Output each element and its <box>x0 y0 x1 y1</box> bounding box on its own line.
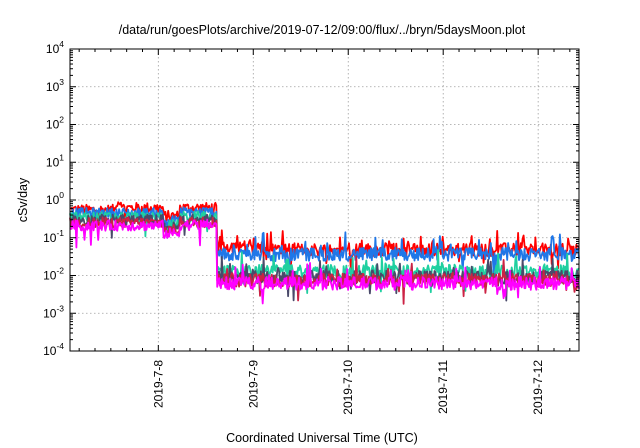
x-tick-label: 2019-7-10 <box>341 360 355 415</box>
y-tick-label: 100 <box>46 190 64 207</box>
y-tick-label: 104 <box>46 39 64 56</box>
x-axis-label: Coordinated Universal Time (UTC) <box>226 431 418 445</box>
x-tick-label: 2019-7-8 <box>151 360 165 408</box>
y-tick-label: 101 <box>46 152 64 169</box>
x-tick-label: 2019-7-11 <box>436 360 450 414</box>
chart-title: /data/run/goesPlots/archive/2019-07-12/0… <box>119 23 526 37</box>
y-axis-label: cSv/day <box>16 177 30 222</box>
x-tick-label: 2019-7-9 <box>246 360 260 408</box>
y-tick-label: 10-1 <box>43 228 64 245</box>
y-tick-label: 10-3 <box>43 303 64 320</box>
series-line-5 <box>69 218 580 305</box>
series-lines <box>69 201 580 305</box>
y-tick-label: 10-4 <box>43 341 64 358</box>
grid-lines <box>70 49 579 351</box>
y-tick-label: 10-2 <box>43 266 64 283</box>
x-axis: 2019-7-8 2019-7-9 2019-7-10 2019-7-11 2019-7… <box>78 49 571 415</box>
y-axis: 10-4 10-3 10-2 10-1 100 101 102 103 104 <box>43 39 579 358</box>
x-tick-label: 2019-7-12 <box>531 360 545 415</box>
y-tick-label: 102 <box>46 115 64 132</box>
y-tick-label: 103 <box>46 77 64 94</box>
